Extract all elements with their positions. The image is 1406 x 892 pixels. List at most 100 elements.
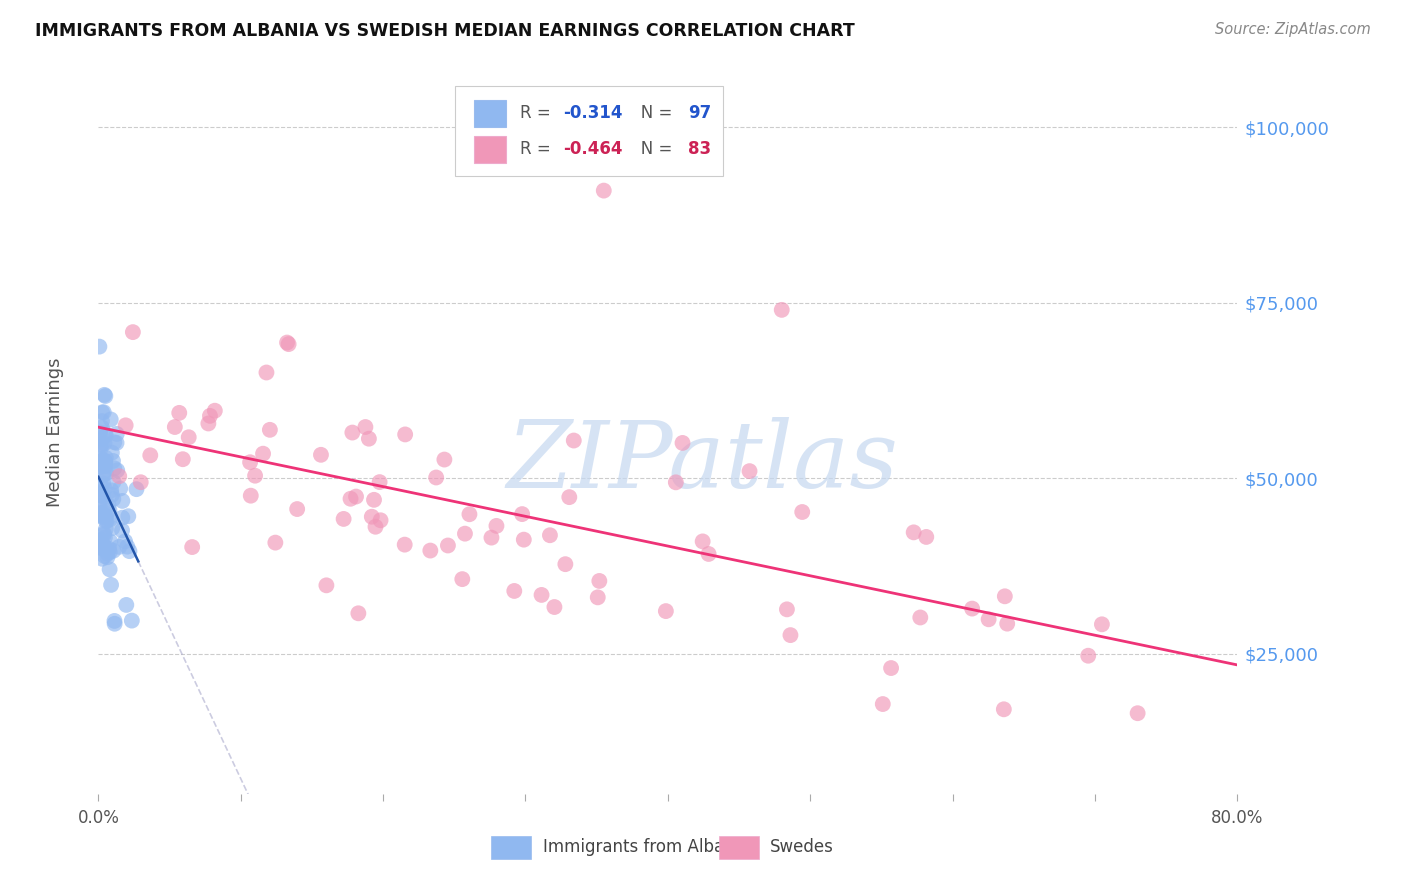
- Point: [91, 468, 114, 483]
- Point: [105, 463, 128, 477]
- Point: [315, 578, 337, 592]
- Point: [538, 528, 561, 542]
- Point: [91, 455, 114, 469]
- Point: [103, 435, 125, 450]
- Point: [671, 436, 693, 450]
- Point: [91, 476, 114, 491]
- Point: [738, 464, 761, 478]
- Point: [91, 490, 114, 504]
- Point: [139, 448, 162, 462]
- Point: [97, 498, 120, 512]
- Point: [394, 538, 416, 552]
- Point: [93, 526, 115, 541]
- Point: [93, 453, 115, 467]
- Point: [90, 507, 112, 521]
- Point: [177, 430, 200, 444]
- Point: [89, 533, 111, 547]
- Text: -0.314: -0.314: [562, 104, 623, 122]
- Point: [458, 507, 481, 521]
- Point: [880, 661, 903, 675]
- Point: [100, 412, 122, 426]
- Point: [454, 526, 477, 541]
- Point: [363, 492, 385, 507]
- Point: [451, 572, 474, 586]
- Text: N =: N =: [624, 104, 678, 122]
- FancyBboxPatch shape: [456, 86, 723, 176]
- Point: [592, 184, 614, 198]
- Point: [103, 543, 125, 558]
- Point: [197, 417, 219, 431]
- Point: [93, 436, 115, 450]
- Point: [108, 482, 131, 496]
- Point: [91, 405, 114, 419]
- Point: [342, 425, 364, 440]
- Point: [903, 525, 925, 540]
- Point: [89, 534, 111, 549]
- Point: [588, 574, 610, 588]
- FancyBboxPatch shape: [491, 836, 531, 859]
- Point: [94, 450, 117, 465]
- Point: [98, 545, 121, 559]
- Point: [558, 490, 581, 504]
- Point: [360, 509, 382, 524]
- Point: [562, 434, 585, 448]
- Text: Source: ZipAtlas.com: Source: ZipAtlas.com: [1215, 22, 1371, 37]
- FancyBboxPatch shape: [474, 100, 506, 127]
- Point: [277, 337, 299, 351]
- Point: [94, 522, 117, 536]
- Text: ZIPatlas: ZIPatlas: [506, 417, 898, 507]
- Text: -0.464: -0.464: [562, 140, 623, 159]
- Point: [530, 588, 553, 602]
- Text: Median Earnings: Median Earnings: [46, 358, 65, 508]
- Point: [94, 389, 117, 403]
- Point: [98, 562, 121, 576]
- Point: [94, 454, 117, 468]
- Point: [256, 366, 278, 380]
- Point: [181, 540, 204, 554]
- Point: [692, 534, 714, 549]
- Point: [94, 459, 117, 474]
- Point: [93, 505, 115, 519]
- Point: [93, 549, 115, 563]
- Point: [344, 490, 367, 504]
- Point: [89, 479, 111, 493]
- Point: [94, 428, 117, 442]
- Point: [89, 505, 111, 519]
- Point: [354, 420, 377, 434]
- Point: [994, 590, 1017, 604]
- Point: [993, 702, 1015, 716]
- Point: [776, 602, 799, 616]
- Point: [90, 437, 112, 451]
- Point: [198, 409, 221, 423]
- Point: [93, 454, 115, 468]
- Point: [89, 508, 111, 523]
- Point: [103, 491, 125, 506]
- Point: [554, 557, 576, 571]
- Point: [510, 507, 533, 521]
- FancyBboxPatch shape: [718, 836, 759, 859]
- Point: [419, 543, 441, 558]
- Point: [167, 406, 190, 420]
- Point: [129, 475, 152, 490]
- Point: [910, 610, 932, 624]
- Point: [543, 600, 565, 615]
- Point: [437, 539, 460, 553]
- Point: [90, 438, 112, 452]
- Point: [104, 616, 127, 631]
- Point: [114, 534, 136, 549]
- Point: [89, 457, 111, 471]
- Point: [433, 452, 456, 467]
- Point: [94, 426, 117, 441]
- Point: [101, 488, 124, 502]
- Point: [90, 420, 112, 434]
- Point: [264, 535, 287, 549]
- Point: [117, 540, 139, 554]
- Point: [90, 454, 112, 468]
- Point: [339, 491, 361, 506]
- FancyBboxPatch shape: [474, 136, 506, 163]
- Point: [89, 460, 111, 475]
- Point: [90, 441, 112, 455]
- Point: [96, 514, 118, 528]
- Point: [93, 405, 115, 419]
- Point: [276, 335, 298, 350]
